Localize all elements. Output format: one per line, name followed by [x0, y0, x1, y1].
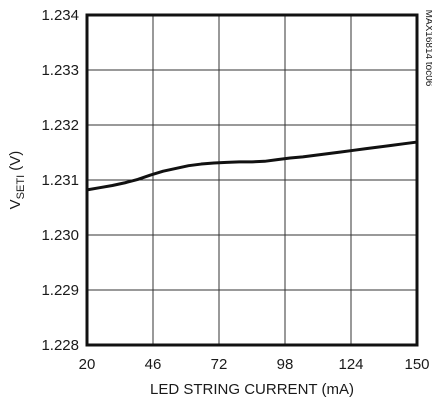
y-tick-label: 1.233	[41, 62, 79, 79]
y-axis-title-prefix: V	[7, 199, 24, 209]
x-tick-label: 72	[211, 356, 228, 373]
series-layer	[85, 140, 419, 192]
y-axis-title-suffix: (V)	[7, 151, 24, 175]
y-axis-title-subscript: SETI	[15, 175, 27, 199]
y-tick-label: 1.228	[41, 337, 79, 354]
x-tick-label: 46	[145, 356, 162, 373]
x-tick-label: 124	[338, 356, 363, 373]
y-tick-labels: 1.228 1.229 1.230 1.231 1.232 1.233 1.234	[41, 7, 79, 354]
y-axis-title: VSETI (V)	[7, 151, 27, 210]
y-tick-label: 1.230	[41, 227, 79, 244]
y-tick-label: 1.231	[41, 172, 79, 189]
plot-frame	[85, 13, 419, 347]
grid	[87, 15, 417, 345]
x-tick-labels: 20 46 72 98 124 150	[79, 356, 430, 373]
x-axis-title: LED STRING CURRENT (mA)	[150, 381, 354, 398]
y-tick-label: 1.234	[41, 7, 79, 24]
y-tick-label: 1.229	[41, 282, 79, 299]
series-line	[85, 140, 419, 192]
y-tick-label: 1.232	[41, 117, 79, 134]
x-tick-label: 150	[404, 356, 429, 373]
chart-id-annotation: MAX16814 toc06	[423, 10, 432, 87]
x-tick-label: 98	[277, 356, 294, 373]
x-tick-label: 20	[79, 356, 96, 373]
